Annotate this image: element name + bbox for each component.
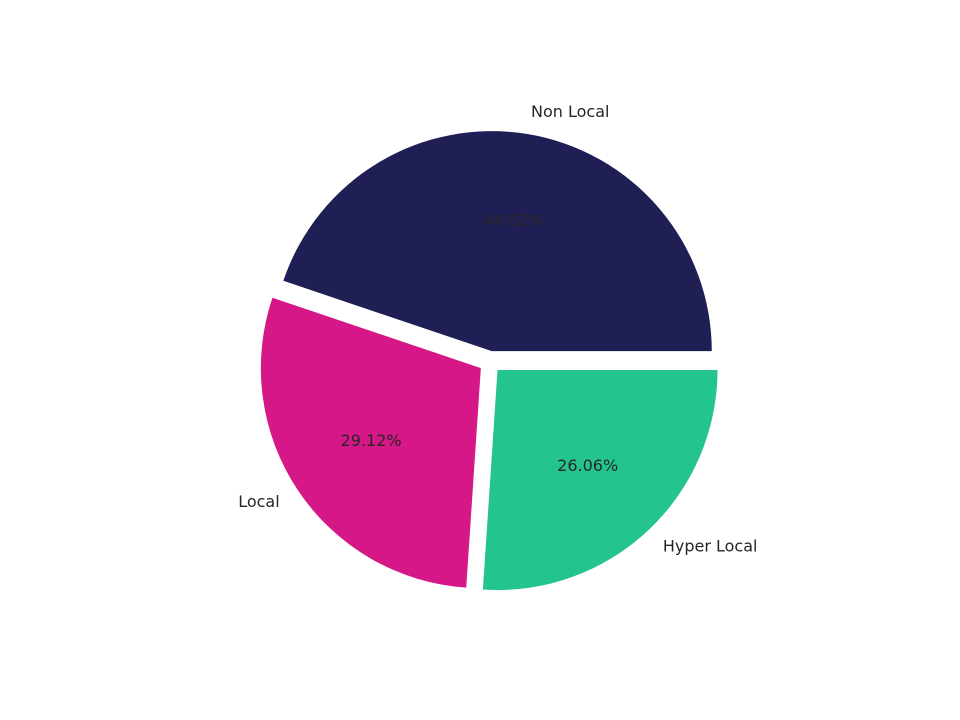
slice-label: Non Local <box>531 102 609 121</box>
percent-label: 26.06% <box>557 456 618 475</box>
slice-label: Local <box>238 492 279 511</box>
pie-slice <box>260 297 481 588</box>
slice-label: Hyper Local <box>663 536 758 555</box>
percent-label: 44.82% <box>483 210 544 229</box>
pie-slice <box>482 370 718 591</box>
pie-slice <box>283 131 712 352</box>
percent-label: 29.12% <box>341 431 402 450</box>
